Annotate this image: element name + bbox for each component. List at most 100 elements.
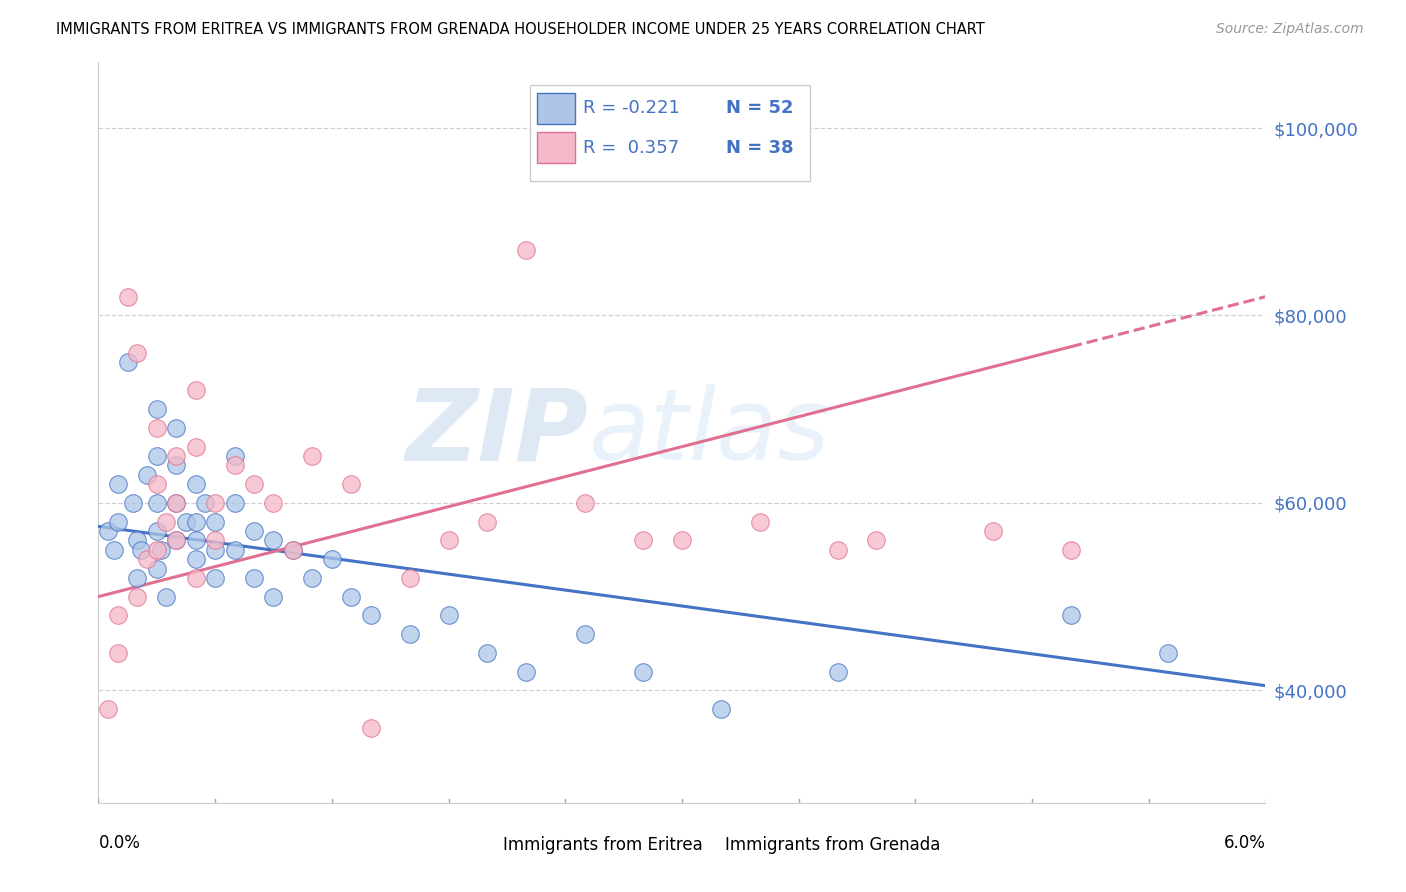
- Point: [155, 590, 177, 604]
- Point: [243, 524, 266, 538]
- Text: Immigrants from Grenada: Immigrants from Grenada: [725, 836, 941, 854]
- Text: N = 52: N = 52: [727, 99, 794, 118]
- FancyBboxPatch shape: [685, 833, 720, 858]
- Point: [224, 449, 246, 463]
- Point: [97, 702, 120, 716]
- Point: [321, 552, 343, 566]
- Point: [136, 467, 159, 482]
- Point: [398, 571, 420, 585]
- Text: Source: ZipAtlas.com: Source: ZipAtlas.com: [1216, 22, 1364, 37]
- Point: [262, 533, 284, 548]
- Point: [631, 665, 654, 679]
- Point: [301, 449, 323, 463]
- Point: [146, 421, 169, 435]
- Text: R = -0.221: R = -0.221: [582, 99, 679, 118]
- Point: [165, 458, 187, 473]
- Point: [165, 496, 187, 510]
- Point: [103, 542, 125, 557]
- Point: [107, 515, 129, 529]
- Point: [155, 515, 177, 529]
- Point: [107, 608, 129, 623]
- Point: [97, 524, 120, 538]
- Point: [117, 290, 139, 304]
- Point: [165, 449, 187, 463]
- Text: ZIP: ZIP: [405, 384, 589, 481]
- Point: [981, 524, 1004, 538]
- Point: [281, 542, 304, 557]
- Point: [360, 721, 382, 735]
- Point: [1060, 608, 1083, 623]
- Point: [117, 355, 139, 369]
- Point: [515, 665, 537, 679]
- Text: 0.0%: 0.0%: [98, 834, 141, 852]
- Point: [184, 552, 207, 566]
- Text: R =  0.357: R = 0.357: [582, 138, 679, 157]
- Point: [127, 346, 149, 360]
- Point: [149, 542, 172, 557]
- Point: [204, 515, 226, 529]
- Point: [631, 533, 654, 548]
- FancyBboxPatch shape: [537, 132, 575, 163]
- Point: [301, 571, 323, 585]
- Point: [107, 646, 129, 660]
- Point: [165, 496, 187, 510]
- Point: [127, 571, 149, 585]
- Point: [194, 496, 217, 510]
- Point: [398, 627, 420, 641]
- Text: Immigrants from Eritrea: Immigrants from Eritrea: [503, 836, 703, 854]
- Point: [204, 542, 226, 557]
- Point: [184, 384, 207, 398]
- Point: [437, 533, 460, 548]
- Point: [671, 533, 693, 548]
- Point: [340, 590, 363, 604]
- Point: [710, 702, 733, 716]
- Point: [184, 440, 207, 454]
- Point: [204, 571, 226, 585]
- Point: [146, 496, 169, 510]
- Point: [827, 665, 849, 679]
- Point: [262, 590, 284, 604]
- Point: [224, 458, 246, 473]
- Text: 6.0%: 6.0%: [1223, 834, 1265, 852]
- Point: [136, 552, 159, 566]
- Point: [107, 477, 129, 491]
- Point: [281, 542, 304, 557]
- Point: [127, 590, 149, 604]
- Point: [184, 533, 207, 548]
- Point: [477, 646, 499, 660]
- Point: [360, 608, 382, 623]
- Point: [748, 515, 770, 529]
- Point: [865, 533, 887, 548]
- Point: [515, 243, 537, 257]
- Point: [437, 608, 460, 623]
- Point: [574, 496, 596, 510]
- FancyBboxPatch shape: [464, 833, 498, 858]
- Point: [1060, 542, 1083, 557]
- Point: [224, 496, 246, 510]
- Point: [165, 533, 187, 548]
- Point: [146, 402, 169, 417]
- Point: [122, 496, 145, 510]
- FancyBboxPatch shape: [537, 93, 575, 124]
- Text: N = 38: N = 38: [727, 138, 794, 157]
- FancyBboxPatch shape: [530, 85, 810, 181]
- Point: [165, 421, 187, 435]
- Text: IMMIGRANTS FROM ERITREA VS IMMIGRANTS FROM GRENADA HOUSEHOLDER INCOME UNDER 25 Y: IMMIGRANTS FROM ERITREA VS IMMIGRANTS FR…: [56, 22, 986, 37]
- Point: [184, 571, 207, 585]
- Point: [1157, 646, 1180, 660]
- Point: [477, 515, 499, 529]
- Point: [146, 524, 169, 538]
- Point: [224, 542, 246, 557]
- Point: [827, 542, 849, 557]
- Point: [574, 627, 596, 641]
- Point: [204, 533, 226, 548]
- Text: atlas: atlas: [589, 384, 830, 481]
- Point: [184, 477, 207, 491]
- Point: [146, 477, 169, 491]
- Point: [174, 515, 197, 529]
- Point: [165, 533, 187, 548]
- Point: [146, 449, 169, 463]
- Point: [204, 496, 226, 510]
- Point: [129, 542, 152, 557]
- Point: [127, 533, 149, 548]
